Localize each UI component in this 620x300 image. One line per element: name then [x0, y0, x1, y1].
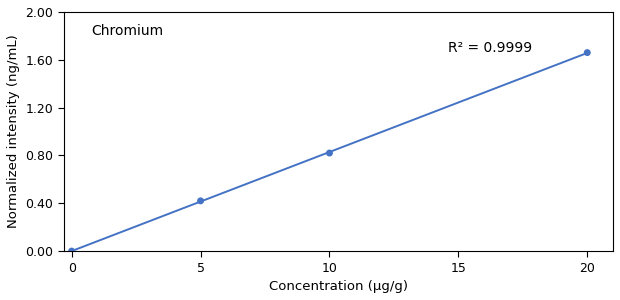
Y-axis label: Normalized intensity (ng/mL): Normalized intensity (ng/mL) — [7, 34, 20, 228]
Point — [195, 199, 205, 203]
Point — [324, 151, 334, 155]
Point — [67, 249, 77, 254]
Point — [582, 50, 592, 55]
Text: R² = 0.9999: R² = 0.9999 — [448, 41, 533, 55]
X-axis label: Concentration (µg/g): Concentration (µg/g) — [269, 280, 408, 293]
Text: Chromium: Chromium — [91, 24, 164, 38]
